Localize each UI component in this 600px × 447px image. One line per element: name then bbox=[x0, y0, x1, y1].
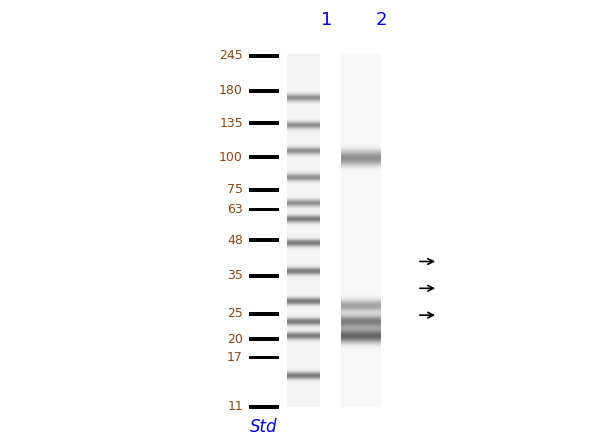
Text: 35: 35 bbox=[227, 270, 243, 283]
FancyBboxPatch shape bbox=[249, 405, 279, 409]
Text: 100: 100 bbox=[219, 151, 243, 164]
FancyBboxPatch shape bbox=[249, 337, 279, 341]
FancyBboxPatch shape bbox=[249, 156, 279, 159]
FancyBboxPatch shape bbox=[249, 238, 279, 242]
Text: 63: 63 bbox=[227, 203, 243, 216]
Text: 135: 135 bbox=[219, 117, 243, 130]
Text: 75: 75 bbox=[227, 183, 243, 196]
FancyBboxPatch shape bbox=[249, 89, 279, 93]
Text: 20: 20 bbox=[227, 333, 243, 346]
Text: 2: 2 bbox=[375, 11, 387, 29]
FancyBboxPatch shape bbox=[249, 312, 279, 316]
Text: 17: 17 bbox=[227, 351, 243, 364]
Text: 11: 11 bbox=[227, 400, 243, 413]
FancyBboxPatch shape bbox=[249, 54, 279, 58]
Text: Std: Std bbox=[250, 418, 278, 436]
FancyBboxPatch shape bbox=[249, 356, 279, 359]
FancyBboxPatch shape bbox=[249, 208, 279, 211]
Text: 245: 245 bbox=[219, 49, 243, 63]
FancyBboxPatch shape bbox=[249, 188, 279, 191]
FancyBboxPatch shape bbox=[249, 274, 279, 278]
Text: 1: 1 bbox=[322, 11, 332, 29]
Text: 180: 180 bbox=[219, 84, 243, 97]
Text: 25: 25 bbox=[227, 308, 243, 320]
FancyBboxPatch shape bbox=[249, 122, 279, 125]
Text: 48: 48 bbox=[227, 234, 243, 247]
